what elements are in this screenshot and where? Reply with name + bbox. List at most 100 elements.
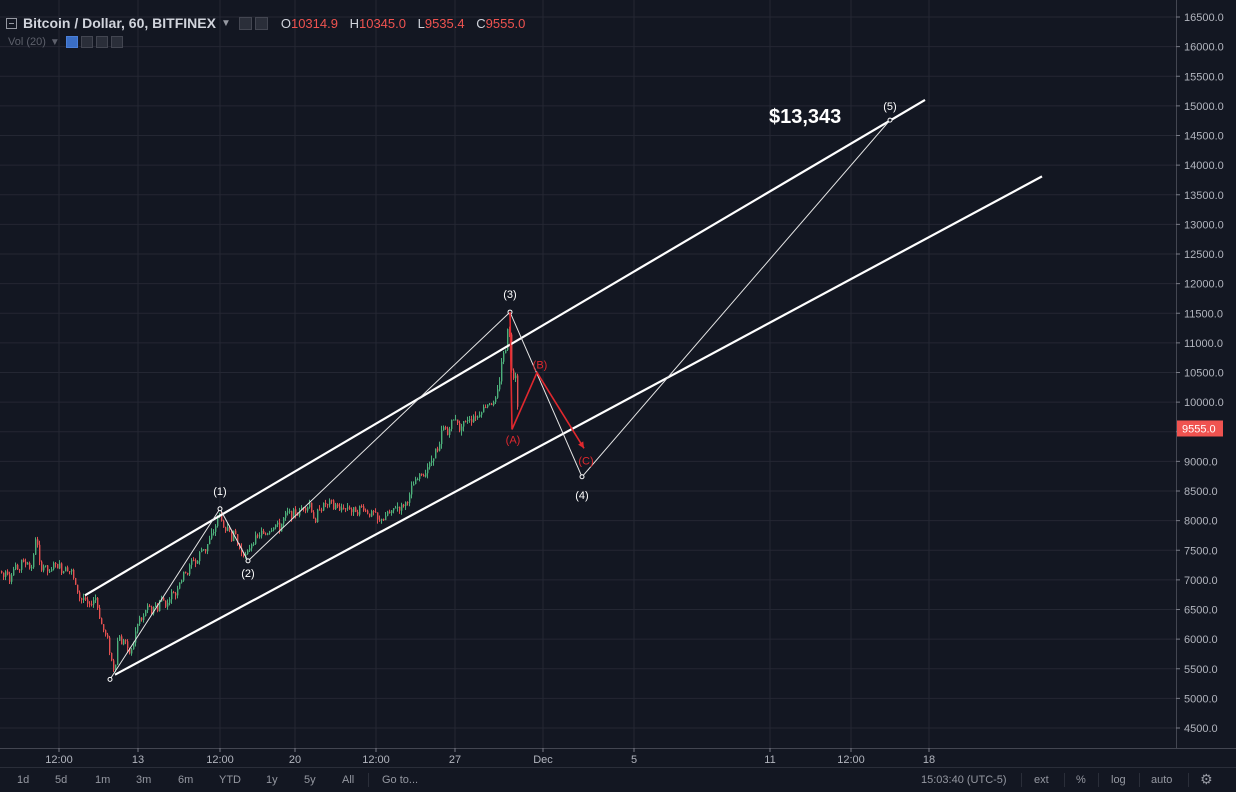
- eye-icon[interactable]: [65, 36, 78, 48]
- range-1m[interactable]: 1m: [95, 774, 111, 786]
- candle-body: [139, 617, 141, 624]
- candle-body: [129, 648, 131, 654]
- wave-label[interactable]: (1): [213, 486, 226, 498]
- wave-label[interactable]: (3): [503, 289, 516, 301]
- close-icon[interactable]: [110, 36, 123, 48]
- price-target-annotation[interactable]: $13,343: [769, 106, 841, 128]
- candle-body: [261, 530, 263, 536]
- range-1y[interactable]: 1y: [266, 774, 278, 786]
- candle-body: [263, 530, 265, 534]
- candle-body: [339, 506, 341, 511]
- drawings[interactable]: (1) (2) (3) (4) (5) (A) (B) (C) $13,343: [84, 99, 1043, 682]
- goto-button[interactable]: Go to...: [382, 774, 419, 786]
- elliott-wave-line[interactable]: [109, 119, 891, 680]
- settings-icon[interactable]: [254, 16, 268, 30]
- settings-icon[interactable]: [80, 36, 93, 48]
- candle-body: [3, 572, 5, 577]
- gear-icon[interactable]: ⚙: [1200, 771, 1213, 787]
- plus-icon[interactable]: [95, 36, 108, 48]
- price-tick-label: 15500.0: [1184, 71, 1224, 83]
- candle-body: [103, 624, 105, 631]
- price-axis[interactable]: 4500.0 5000.0 5500.0 6000.0 6500.0 7000.0 7500…: [1176, 0, 1224, 748]
- candle-body: [207, 544, 209, 552]
- candle-body: [245, 553, 247, 556]
- candle-body: [29, 562, 31, 569]
- candle-body: [351, 509, 353, 513]
- range-1d[interactable]: 1d: [17, 774, 30, 786]
- volume-label[interactable]: Vol (20): [8, 36, 46, 48]
- candle-body: [53, 562, 55, 570]
- range-3m[interactable]: 3m: [136, 774, 152, 786]
- ohlc-values: O10314.9 H10345.0 L9535.4 C9555.0: [281, 16, 534, 31]
- price-series: [1, 326, 519, 673]
- candle-body: [235, 530, 237, 535]
- range-5d[interactable]: 5d: [55, 774, 68, 786]
- candle-body: [507, 329, 509, 350]
- candle-body: [115, 664, 117, 670]
- log-button[interactable]: log: [1111, 774, 1126, 786]
- candle-body: [87, 599, 89, 604]
- chevron-down-icon[interactable]: ▼: [220, 17, 231, 29]
- clock[interactable]: 15:03:40 (UTC-5): [921, 774, 1007, 786]
- range-ytd[interactable]: YTD: [219, 774, 241, 786]
- toolbar-divider: [1021, 773, 1022, 787]
- candle-body: [441, 430, 443, 445]
- candle-body: [345, 508, 347, 510]
- toolbar-divider: [1098, 773, 1099, 787]
- candle-body: [455, 419, 457, 421]
- candle-body: [217, 516, 219, 527]
- candle-body: [317, 509, 319, 523]
- price-tick-label: 5000.0: [1184, 693, 1218, 705]
- candle-body: [403, 504, 405, 507]
- range-6m[interactable]: 6m: [178, 774, 194, 786]
- channel-line[interactable]: [114, 175, 1043, 676]
- candle-body: [181, 580, 183, 583]
- auto-button[interactable]: auto: [1151, 774, 1173, 786]
- candle-body: [313, 512, 315, 519]
- candle-body: [399, 506, 401, 511]
- candle-body: [481, 412, 483, 415]
- candle-body: [457, 419, 459, 423]
- candle-body: [463, 421, 465, 427]
- chevron-down-icon[interactable]: ▼: [49, 36, 60, 48]
- wave-anchor[interactable]: [107, 676, 113, 682]
- percent-button[interactable]: %: [1076, 774, 1086, 786]
- ext-button[interactable]: ext: [1034, 774, 1049, 786]
- candle-body: [107, 634, 109, 638]
- wave-anchor[interactable]: [217, 506, 223, 512]
- candle-body: [97, 597, 99, 608]
- wave-anchor[interactable]: [245, 558, 251, 564]
- range-5y[interactable]: 5y: [304, 774, 316, 786]
- candle-body: [225, 527, 227, 531]
- wave-anchor[interactable]: [887, 117, 893, 123]
- candle-body: [83, 597, 85, 601]
- time-axis[interactable]: 12:00 13 12:00 20 12:00 27 Dec 5 11 12:00 18: [0, 748, 1236, 766]
- eye-icon[interactable]: [238, 16, 252, 30]
- candle-body: [369, 513, 371, 517]
- wave-label[interactable]: (5): [883, 101, 896, 113]
- candle-body: [391, 510, 393, 513]
- candle-body: [257, 535, 259, 537]
- candle-body: [31, 567, 33, 569]
- wave-anchor[interactable]: [579, 474, 585, 480]
- abc-correction-line[interactable]: [509, 312, 585, 449]
- collapse-icon[interactable]: [6, 17, 17, 29]
- abc-wave-label[interactable]: (C): [578, 455, 593, 467]
- abc-wave-label[interactable]: (B): [533, 360, 548, 372]
- range-all[interactable]: All: [342, 774, 355, 786]
- candle-body: [299, 509, 301, 516]
- candle-body: [265, 533, 267, 535]
- candle-body: [479, 414, 481, 417]
- candle-body: [513, 370, 515, 379]
- wave-label[interactable]: (4): [575, 490, 588, 502]
- candle-body: [449, 428, 451, 435]
- channel-line[interactable]: [84, 99, 926, 597]
- wave-label[interactable]: (2): [241, 568, 254, 580]
- candle-body: [269, 531, 271, 534]
- grid: [0, 0, 1176, 748]
- abc-wave-label[interactable]: (A): [506, 434, 521, 446]
- symbol-title[interactable]: Bitcoin / Dollar, 60, BITFINEX: [23, 15, 216, 31]
- time-tick-label: 20: [289, 754, 301, 766]
- price-tick-label: 12000.0: [1184, 279, 1224, 291]
